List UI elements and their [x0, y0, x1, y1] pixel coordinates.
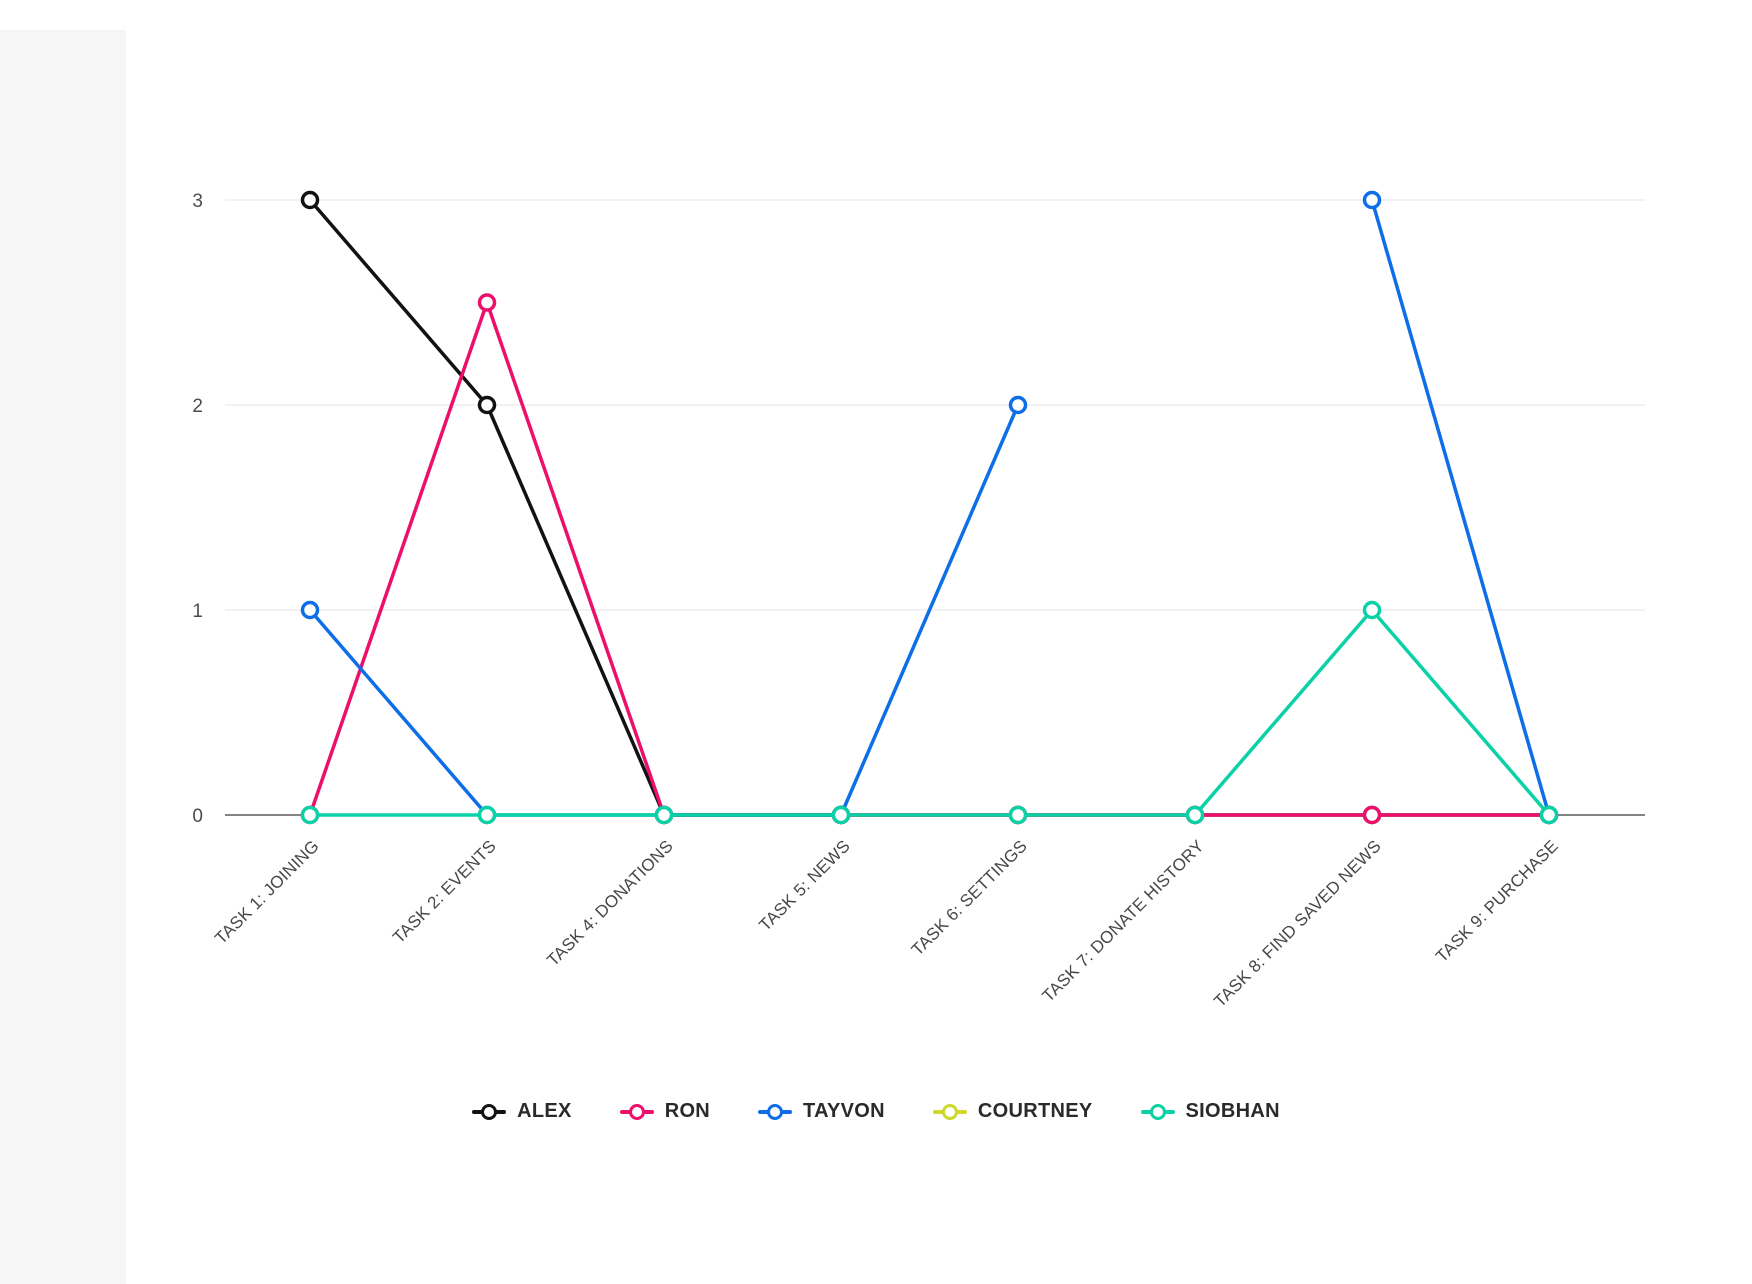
- legend-item-alex[interactable]: ALEX: [472, 1100, 572, 1123]
- series-line: [1370, 198, 1551, 817]
- legend-marker-icon: [619, 1103, 654, 1120]
- data-point: [1539, 805, 1559, 825]
- y-tick-label: 1: [192, 601, 203, 622]
- data-point: [1185, 805, 1205, 825]
- legend-label: ALEX: [517, 1100, 572, 1122]
- series-line: [308, 198, 1551, 817]
- data-point: [654, 805, 674, 825]
- legend-item-courtney[interactable]: COURTNEY: [932, 1100, 1093, 1123]
- series-line: [308, 300, 1551, 817]
- series-alex: [300, 190, 1559, 825]
- page-left-gutter: [0, 30, 126, 1284]
- legend-label: TAYVON: [803, 1100, 885, 1122]
- data-point: [300, 805, 320, 825]
- x-tick-label: TASK 6: SETTINGS: [908, 836, 1031, 959]
- series-tayvon: [300, 190, 1559, 825]
- legend-item-ron[interactable]: RON: [619, 1100, 711, 1123]
- x-tick-label: TASK 2: EVENTS: [389, 836, 500, 947]
- x-tick-label: TASK 4: DONATIONS: [543, 836, 677, 970]
- legend-marker-icon: [932, 1103, 967, 1120]
- data-point: [831, 805, 851, 825]
- legend-marker-icon: [1140, 1103, 1175, 1120]
- x-tick-label: TASK 9: PURCHASE: [1432, 836, 1562, 966]
- x-tick-label: TASK 1: JOINING: [211, 836, 323, 948]
- legend-marker-icon: [758, 1103, 793, 1120]
- line-chart-svg: 0 1 2 3 TASK 1: JOINING TASK 2: EVENTS TASK 4:…: [192, 190, 1645, 1011]
- series-line: [308, 608, 1551, 817]
- data-point: [1362, 600, 1382, 620]
- y-tick-label: 3: [192, 191, 203, 212]
- legend-item-tayvon[interactable]: TAYVON: [758, 1100, 885, 1123]
- y-tick-label: 0: [192, 806, 203, 827]
- x-tick-label: TASK 8: FIND SAVED NEWS: [1210, 836, 1385, 1011]
- chart-legend: ALEX RON TAYVON COURTNEY SIOBHAN: [0, 1100, 1752, 1123]
- legend-label: SIOBHAN: [1185, 1100, 1280, 1122]
- legend-item-siobhan[interactable]: SIOBHAN: [1140, 1100, 1280, 1123]
- data-point: [477, 805, 497, 825]
- y-tick-label: 2: [192, 396, 203, 417]
- x-tick-label: TASK 7: DONATE HISTORY: [1039, 836, 1208, 1005]
- data-point: [1362, 190, 1382, 210]
- data-point: [1362, 805, 1382, 825]
- series-ron: [300, 293, 1559, 825]
- legend-label: RON: [664, 1100, 711, 1122]
- legend-marker-icon: [472, 1103, 507, 1120]
- data-point: [300, 190, 320, 210]
- data-point: [1008, 395, 1028, 415]
- legend-label: COURTNEY: [977, 1100, 1093, 1122]
- data-point: [477, 395, 497, 415]
- data-point: [477, 293, 497, 312]
- series-siobhan: [300, 600, 1559, 825]
- x-tick-label: TASK 5: NEWS: [755, 836, 853, 934]
- data-point: [1008, 805, 1028, 825]
- data-point: [300, 600, 320, 620]
